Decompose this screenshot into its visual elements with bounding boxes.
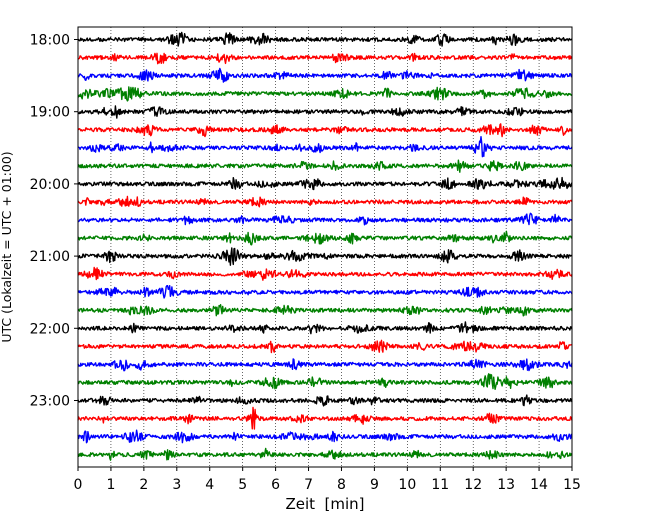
x-tick-label-10: 10 (398, 477, 416, 493)
trace-0 (77, 31, 573, 47)
trace-8 (77, 176, 573, 191)
trace-16 (77, 321, 573, 335)
x-tick-label-2: 2 (139, 477, 148, 493)
x-tick-label-13: 13 (497, 477, 515, 493)
trace-20 (77, 394, 573, 407)
y-tick-label-3: 21:00 (30, 249, 70, 265)
x-tick-label-11: 11 (431, 477, 449, 493)
x-tick-label-7: 7 (304, 477, 313, 493)
trace-19 (77, 373, 573, 390)
x-tick-label-6: 6 (271, 477, 280, 493)
trace-2 (77, 67, 573, 83)
trace-22 (77, 429, 573, 444)
trace-12 (77, 247, 573, 266)
trace-13 (77, 266, 573, 281)
trace-1 (77, 52, 573, 65)
x-tick-label-4: 4 (205, 477, 214, 493)
trace-4 (77, 105, 573, 119)
trace-18 (77, 358, 573, 372)
trace-11 (77, 230, 573, 246)
trace-3 (77, 86, 573, 102)
trace-14 (77, 285, 573, 299)
trace-17 (77, 339, 573, 354)
trace-21 (77, 406, 573, 430)
x-tick-label-15: 15 (563, 477, 581, 493)
x-tick-label-1: 1 (106, 477, 115, 493)
x-tick-label-0: 0 (74, 477, 83, 493)
trace-10 (77, 212, 573, 226)
x-tick-label-12: 12 (464, 477, 482, 493)
y-tick-label-5: 23:00 (30, 394, 70, 410)
vertical-grid (110, 27, 540, 467)
seismic-traces (77, 31, 573, 461)
plot-area (78, 27, 572, 467)
x-tick-label-8: 8 (337, 477, 346, 493)
y-axis-label: UTC (Lokalzeit = UTC + 01:00) (0, 151, 14, 342)
x-tick-label-14: 14 (530, 477, 548, 493)
trace-15 (77, 304, 573, 317)
trace-5 (77, 123, 573, 138)
x-tick-label-9: 9 (370, 477, 379, 493)
trace-9 (77, 195, 573, 208)
x-tick-label-3: 3 (172, 477, 181, 493)
x-tick-label-5: 5 (238, 477, 247, 493)
y-tick-label-4: 22:00 (30, 321, 70, 337)
x-axis-label: Zeit [min] (285, 495, 364, 513)
y-tick-label-2: 20:00 (30, 177, 70, 193)
y-tick-label-0: 18:00 (30, 33, 70, 49)
y-axis-ticks: 18:00 19:00 20:00 21:00 22:00 23:00 (30, 33, 78, 410)
trace-7 (77, 159, 573, 173)
y-tick-label-1: 19:00 (30, 105, 70, 121)
trace-23 (77, 447, 573, 461)
trace-6 (77, 136, 573, 158)
plot-frame (77, 26, 573, 468)
x-axis-ticks: 0 1 2 3 4 5 6 7 8 9 10 11 12 13 14 15 (74, 467, 581, 493)
